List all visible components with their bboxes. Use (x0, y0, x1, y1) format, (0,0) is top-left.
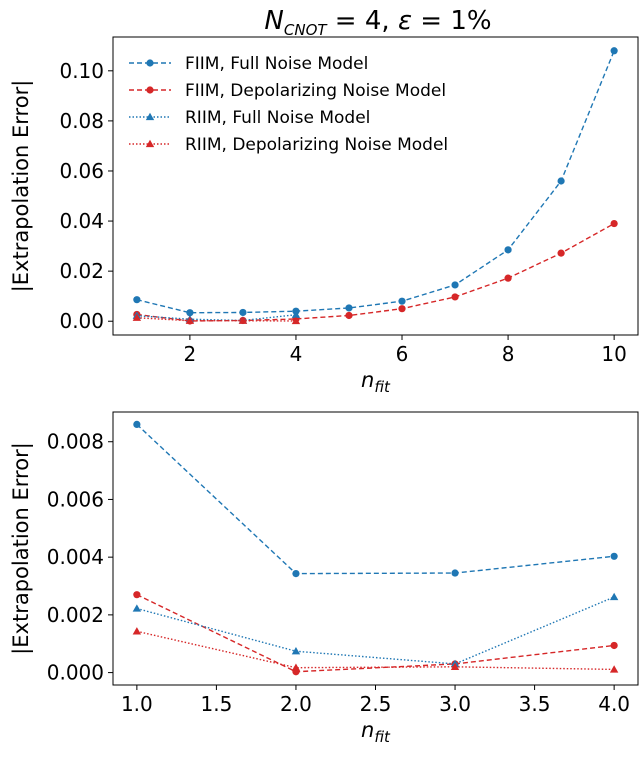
bottom-xtick-label: 1.5 (201, 692, 233, 716)
top-ytick-label: 0.00 (59, 309, 104, 333)
bottom-y-axis-label: |Extrapolation Error| (9, 442, 34, 655)
top-x-axis-label: nfit (361, 368, 391, 396)
bottom-xtick-label: 2.5 (360, 692, 392, 716)
bottom-series-4-point (132, 627, 142, 635)
bottom-ytick-label: 0.000 (47, 661, 104, 685)
top-series-1-point (451, 281, 459, 289)
top-series-1 (133, 47, 618, 317)
top-series-1-point (345, 304, 353, 312)
bottom-series-4 (132, 627, 619, 673)
figure-title: NCNOT = 4, ε = 1% (264, 6, 491, 39)
bottom-series-4-point (450, 662, 460, 670)
top-series-1-point (557, 177, 565, 185)
top-series-4-point (185, 316, 195, 324)
bottom-series-2-line (136, 594, 615, 673)
top-series-2-point (504, 274, 512, 282)
top-series-2-point (557, 249, 565, 257)
top-xtick-label: 8 (502, 342, 515, 366)
bottom-series-2-point (610, 641, 618, 650)
legend-entry-label: FIIM, Full Noise Model (185, 54, 368, 74)
legend-entry-label: RIIM, Full Noise Model (185, 108, 370, 128)
top-series-1-line (136, 50, 615, 314)
bottom-xtick-label: 1.0 (121, 692, 153, 716)
bottom-xtick-label: 4.0 (598, 692, 630, 716)
bottom-series-1-line (136, 423, 615, 575)
top-series-4-point (132, 313, 142, 321)
top-series-2 (133, 219, 618, 325)
top-series-1-point (504, 246, 512, 254)
legend-marker (146, 86, 154, 94)
bottom-xtick-label: 2.0 (280, 692, 312, 716)
legend-entry-label: FIIM, Depolarizing Noise Model (185, 81, 446, 101)
bottom-series-1-point (292, 570, 300, 578)
bottom-series-3-point (609, 592, 619, 601)
bottom-series-4-line (136, 630, 615, 671)
top-series-4-line (136, 317, 296, 322)
bottom-series-1-point (610, 552, 618, 560)
bottom-x-axis-label: nfit (361, 718, 391, 746)
top-series-1-point (610, 47, 618, 55)
top-series-4-point (238, 316, 248, 324)
bottom-xtick-label: 3.5 (519, 692, 551, 716)
top-series-2-point (610, 219, 618, 228)
top-series-2-point (345, 311, 353, 320)
bottom-series-2-point (133, 591, 141, 599)
top-series-1-point (239, 308, 247, 317)
top-xtick-label: 2 (184, 342, 197, 366)
legend-entry-label: RIIM, Depolarizing Noise Model (185, 135, 448, 155)
top-series-1-point (398, 297, 406, 305)
bottom-ytick-label: 0.002 (47, 603, 104, 627)
bottom-series-3 (132, 592, 619, 668)
top-ytick-label: 0.10 (59, 59, 104, 83)
top-chart: 2 4 6 8 10 0.00 0.02 0.04 0.06 0.08 0.10 nfit |Extra… (9, 36, 639, 396)
top-series-4-point (291, 316, 301, 325)
top-series-3-point (291, 310, 301, 318)
legend: FIIM, Full Noise Model FIIM, Depolarizing… (129, 54, 448, 155)
top-series-4 (132, 313, 301, 325)
bottom-xtick-label: 3.0 (439, 692, 471, 716)
top-ytick-label: 0.08 (59, 109, 104, 133)
bottom-ytick-label: 0.004 (47, 545, 104, 569)
bottom-series-4-point (291, 663, 301, 671)
legend-marker (145, 112, 155, 121)
bottom-series-1 (133, 420, 618, 578)
top-xtick-label: 4 (290, 342, 303, 366)
bottom-ytick-label: 0.008 (47, 430, 104, 454)
bottom-series-1-point (133, 420, 141, 429)
top-xtick-label: 10 (601, 342, 626, 366)
bottom-series-3-point (132, 604, 142, 612)
top-ytick-label: 0.02 (59, 259, 104, 283)
top-series-2-point (451, 293, 459, 301)
bottom-series-2 (133, 591, 618, 676)
bottom-series-1-point (451, 569, 459, 577)
legend-marker (146, 59, 154, 67)
top-series-1-point (133, 296, 141, 304)
bottom-series-3-line (136, 596, 615, 665)
legend-marker (145, 139, 155, 148)
top-xtick-label: 6 (396, 342, 409, 366)
top-series-2-line (136, 222, 615, 322)
top-ytick-label: 0.04 (59, 209, 104, 233)
top-series-1-point (186, 309, 194, 317)
bottom-series-3-point (291, 647, 301, 655)
top-y-axis-label: |Extrapolation Error| (9, 80, 34, 293)
top-axes-frame (112, 36, 639, 336)
bottom-series-4-point (609, 665, 619, 673)
top-series-2-point (398, 305, 406, 313)
bottom-ytick-label: 0.006 (47, 487, 104, 511)
bottom-chart: 1.0 1.5 2.0 2.5 3.0 3.5 4.0 0.000 0.002 0.004 0.00… (9, 411, 639, 746)
top-ytick-label: 0.06 (59, 159, 104, 183)
